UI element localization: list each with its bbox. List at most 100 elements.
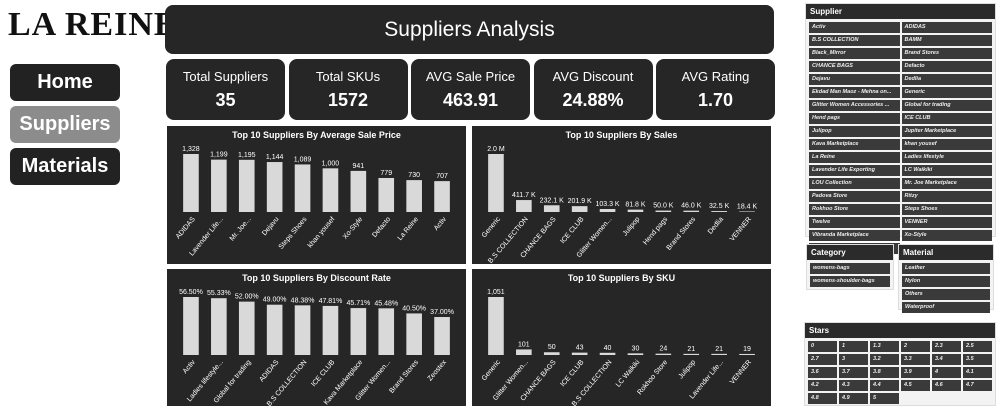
slicer-item[interactable]: LC Waikiki (901, 165, 992, 176)
chart: Top 10 Suppliers By SKU1,051Generic101Gl… (472, 269, 771, 406)
slicer-item[interactable]: 1.3 (870, 341, 899, 352)
x-tick-label: Activ (182, 359, 197, 376)
kpi-card: Total SKUs 1572 (288, 59, 408, 120)
nav-button[interactable]: Home (10, 64, 120, 101)
slicer-item[interactable]: womens-shoulder-bags (810, 276, 890, 287)
slicer-item[interactable]: Others (902, 289, 990, 300)
slicer-item[interactable]: VENNER (901, 217, 992, 228)
slicer-items: Activ ADIDAS B.S COLLECTION BAMM Black_Mirro… (806, 19, 995, 257)
nav-button[interactable]: Suppliers (10, 106, 120, 143)
data-label: 21 (715, 346, 723, 353)
slicer-item[interactable]: Global for trading (901, 100, 992, 111)
slicer-item[interactable]: Dedlia (901, 74, 992, 85)
bar (683, 353, 700, 355)
slicer-item[interactable]: Vibranda Marketplace (809, 230, 900, 241)
slicer-item[interactable]: Defacto (901, 61, 992, 72)
slicer-item[interactable]: Glitter Women Accessories ... (809, 100, 900, 111)
x-tick-label: khan yousef (307, 216, 337, 249)
slicer-item[interactable]: Lavender Life Exporting (809, 165, 900, 176)
slicer-item[interactable]: Steps Shoes (901, 204, 992, 215)
data-label: 1,000 (322, 160, 340, 167)
slicer-item[interactable]: womens-bags (810, 263, 890, 274)
slicer-item[interactable]: Julipop (809, 126, 900, 137)
slicer-item[interactable]: 4.9 (839, 393, 868, 404)
slicer-item[interactable]: 4.7 (963, 380, 992, 391)
slicer-item[interactable]: 4 (932, 367, 961, 378)
data-label: 1,089 (294, 156, 312, 163)
kpi-value: 35 (215, 90, 236, 110)
slicer-item[interactable]: Ritzy (901, 191, 992, 202)
bar (322, 305, 339, 355)
data-label: 50 (548, 344, 556, 351)
x-tick-label: Hend pags (642, 216, 669, 247)
slicer-item[interactable]: 2 (901, 341, 930, 352)
slicer-item[interactable]: Mr. Joe Marketplace (901, 178, 992, 189)
slicer-item[interactable]: CHANCE BAGS (809, 61, 900, 72)
slicer-item[interactable]: Brand Stores (901, 48, 992, 59)
slicer-item[interactable]: 3.4 (932, 354, 961, 365)
nav-button[interactable]: Materials (10, 148, 120, 185)
slicer-item[interactable]: 2.3 (932, 341, 961, 352)
slicer-item[interactable]: LOU Collection (809, 178, 900, 189)
slicer-item[interactable]: Waterproof (902, 302, 990, 313)
slicer-item[interactable]: 3 (839, 354, 868, 365)
slicer-item[interactable]: 3.9 (901, 367, 930, 378)
slicer-item[interactable]: Hend pags (809, 113, 900, 124)
slicer-item[interactable]: Padova Store (809, 191, 900, 202)
x-tick-label: ADIDAS (258, 359, 280, 384)
bar (238, 159, 255, 212)
slicer-item[interactable]: 3.8 (870, 367, 899, 378)
slicer-item[interactable]: 4.6 (932, 380, 961, 391)
slicer-item[interactable]: 5 (870, 393, 899, 404)
slicer-item[interactable]: La Reine (809, 152, 900, 163)
slicer-item[interactable]: Twelve (809, 217, 900, 228)
slicer-item[interactable]: Generic (901, 87, 992, 98)
slicer-item[interactable]: ADIDAS (901, 22, 992, 33)
slicer-item[interactable]: 4.2 (808, 380, 837, 391)
slicer-item[interactable]: Kava Marketplace (809, 139, 900, 150)
slicer-item[interactable]: Ladies lifestyle (901, 152, 992, 163)
slicer-item[interactable]: Activ (809, 22, 900, 33)
slicer-item[interactable]: Nylon (902, 276, 990, 287)
slicer-title: Category (807, 245, 893, 260)
slicer-item[interactable]: Leather (902, 263, 990, 274)
slicer-item[interactable]: BAMM (901, 35, 992, 46)
bar (294, 305, 311, 355)
slicer-item[interactable]: khan yousef (901, 139, 992, 150)
x-tick-label: Xo-Style (342, 216, 364, 241)
bar (711, 353, 727, 355)
chart-title: Top 10 Suppliers By Average Sale Price (232, 130, 401, 140)
slicer-item[interactable]: 4.8 (808, 393, 837, 404)
slicer-item[interactable]: 2.5 (963, 341, 992, 352)
slicer-item[interactable]: 0 (808, 341, 837, 352)
slicer-item[interactable]: 4.3 (839, 380, 868, 391)
data-label: 32.5 K (709, 203, 730, 210)
slicer-item[interactable]: Black_Mirror (809, 48, 900, 59)
slicer-item[interactable]: 2.7 (808, 354, 837, 365)
data-label: 47.81% (319, 298, 343, 305)
data-label: 103.3 K (595, 201, 619, 208)
slicer-item[interactable]: 3.6 (808, 367, 837, 378)
slicer-item[interactable]: 4.4 (870, 380, 899, 391)
data-label: 24 (659, 346, 667, 353)
slicer-item[interactable]: ICE CLUB (901, 113, 992, 124)
slicer-item[interactable]: B.S COLLECTION (809, 35, 900, 46)
slicer-item[interactable]: 3.5 (963, 354, 992, 365)
slicer-item[interactable]: 1 (839, 341, 868, 352)
x-tick-label: ICE CLUB (559, 216, 585, 245)
slicer-item[interactable]: 4.5 (901, 380, 930, 391)
slicer-item[interactable]: Dejavu (809, 74, 900, 85)
slicer-item[interactable]: 3.3 (901, 354, 930, 365)
kpi-label: AVG Rating (681, 69, 750, 84)
bar (655, 210, 672, 212)
slicer-item[interactable]: 3.2 (870, 354, 899, 365)
slicer: Material Leather Nylon Others Waterproof (898, 244, 994, 313)
slicer-item[interactable]: Ekdad Man Maoz - Mehna on... (809, 87, 900, 98)
x-tick-label: VENNER (729, 359, 753, 386)
slicer-item[interactable]: 4.1 (963, 367, 992, 378)
slicer-item[interactable]: Jupiter Marketplace (901, 126, 992, 137)
data-label: 48.38% (291, 297, 315, 304)
slicer-item[interactable]: Xo-Style (901, 230, 992, 241)
slicer-item[interactable]: Rokhoo Store (809, 204, 900, 215)
slicer-item[interactable]: 3.7 (839, 367, 868, 378)
